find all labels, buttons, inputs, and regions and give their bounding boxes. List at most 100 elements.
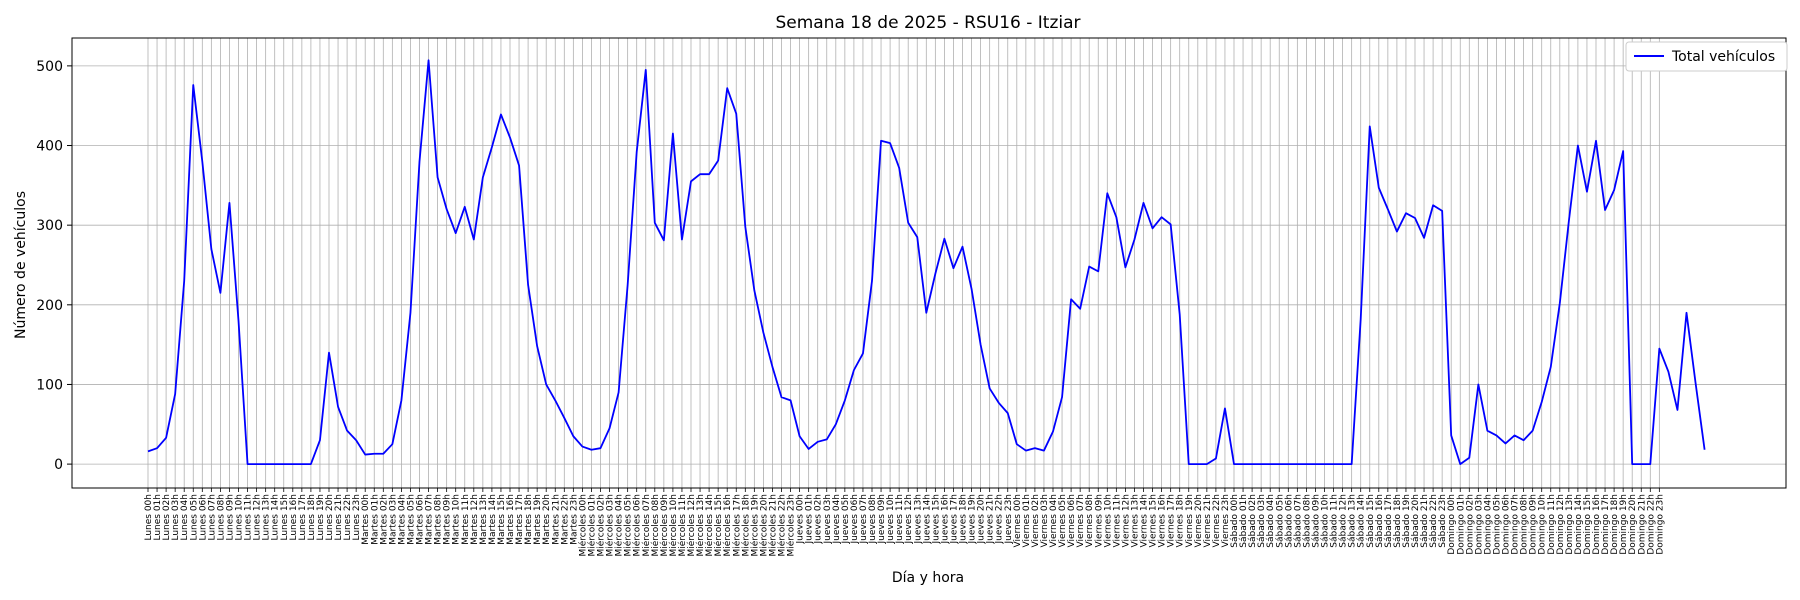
x-tick-label: Lunes 05h xyxy=(189,494,199,541)
x-tick-label: Domingo 06h xyxy=(1502,494,1512,555)
x-tick-label: Domingo 03h xyxy=(1474,494,1484,555)
x-tick-label: Miércoles 15h xyxy=(713,494,724,557)
y-tick-label: 300 xyxy=(36,218,63,234)
y-tick-label: 0 xyxy=(54,457,63,473)
x-tick-label: Martes 11h xyxy=(461,494,471,545)
x-tick-label: Domingo 19h xyxy=(1619,494,1629,555)
x-tick-label: Domingo 11h xyxy=(1547,494,1557,555)
x-tick-label: Jueves 03h xyxy=(823,494,833,544)
x-tick-label: Viernes 04h xyxy=(1049,494,1059,548)
x-tick-label: Miércoles 21h xyxy=(767,494,778,557)
x-tick-label: Sábado 13h xyxy=(1348,494,1358,548)
x-tick-label: Miércoles 14h xyxy=(704,494,715,557)
x-tick-label: Martes 03h xyxy=(388,494,398,545)
x-tick-label: Miércoles 10h xyxy=(668,494,679,557)
x-tick-label: Jueves 16h xyxy=(940,494,950,544)
x-tick-label: Lunes 14h xyxy=(271,494,281,541)
x-tick-label: Viernes 00h xyxy=(1013,494,1023,548)
x-tick-label: Lunes 22h xyxy=(343,494,353,541)
x-tick-label: Lunes 01h xyxy=(153,494,163,541)
x-tick-label: Jueves 09h xyxy=(877,494,887,544)
x-tick-label: Jueves 01h xyxy=(805,494,815,544)
x-tick-label: Martes 02h xyxy=(379,494,389,545)
x-tick-label: Lunes 08h xyxy=(216,494,226,541)
x-tick-label: Martes 08h xyxy=(434,494,444,545)
x-tick-label: Miércoles 09h xyxy=(659,494,670,557)
x-tick-label: Miércoles 23h xyxy=(786,494,797,557)
x-tick-label: Sábado 05h xyxy=(1275,494,1285,548)
x-tick-label: Viernes 19h xyxy=(1185,494,1195,548)
x-tick-label: Jueves 19h xyxy=(968,494,978,544)
x-tick-label: Sábado 09h xyxy=(1311,494,1321,548)
x-tick-label: Lunes 20h xyxy=(325,494,335,541)
x-tick-label: Viernes 07h xyxy=(1076,494,1086,548)
x-tick-label: Sábado 06h xyxy=(1284,494,1294,548)
x-tick-label: Martes 05h xyxy=(406,494,416,545)
x-tick-label: Martes 16h xyxy=(506,494,516,545)
x-tick-label: Viernes 05h xyxy=(1058,494,1068,548)
x-tick-label: Domingo 23h xyxy=(1655,494,1665,555)
x-tick-label: Miércoles 00h xyxy=(577,494,588,557)
x-tick-label: Jueves 20h xyxy=(977,494,987,544)
x-tick-label: Domingo 13h xyxy=(1565,494,1575,555)
x-tick-label: Sábado 15h xyxy=(1366,494,1376,548)
x-tick-label: Miércoles 08h xyxy=(650,494,661,557)
x-tick-label: Sábado 23h xyxy=(1438,494,1448,548)
x-tick-label: Lunes 02h xyxy=(162,494,172,541)
x-tick-label: Sábado 10h xyxy=(1321,494,1331,548)
x-tick-label: Martes 19h xyxy=(533,494,543,545)
x-tick-label: Jueves 05h xyxy=(841,494,851,544)
x-tick-label: Martes 18h xyxy=(524,494,534,545)
x-tick-label: Jueves 15h xyxy=(931,494,941,544)
x-tick-label: Martes 22h xyxy=(560,494,570,545)
x-tick-label: Martes 07h xyxy=(425,494,435,545)
x-tick-label: Lunes 23h xyxy=(352,494,362,541)
legend-label: Total vehículos xyxy=(1671,49,1775,65)
x-tick-label: Sábado 07h xyxy=(1293,494,1303,548)
x-tick-label: Sábado 12h xyxy=(1339,494,1349,548)
x-axis-ticks: Lunes 00h Lunes 01h Lunes 02h Lunes 03h Lune… xyxy=(144,488,1665,557)
x-tick-label: Viernes 20h xyxy=(1194,494,1204,548)
x-tick-label: Lunes 03h xyxy=(171,494,181,541)
legend: Total vehículos xyxy=(1625,41,1788,72)
x-tick-label: Domingo 16h xyxy=(1592,494,1602,555)
x-tick-label: Domingo 14h xyxy=(1574,494,1584,555)
x-tick-label: Martes 15h xyxy=(497,494,507,545)
x-tick-label: Lunes 13h xyxy=(262,494,272,541)
x-tick-label: Sábado 14h xyxy=(1357,494,1367,548)
x-tick-label: Viernes 11h xyxy=(1112,494,1122,548)
x-tick-label: Jueves 23h xyxy=(1004,494,1014,544)
x-tick-label: Domingo 05h xyxy=(1492,494,1502,555)
x-tick-label: Viernes 15h xyxy=(1149,494,1159,548)
x-tick-label: Viernes 16h xyxy=(1158,494,1168,548)
x-tick-label: Sábado 02h xyxy=(1248,494,1258,548)
chart-title: Semana 18 de 2025 - RSU16 - Itziar xyxy=(775,13,1080,33)
x-tick-label: Martes 00h xyxy=(361,494,371,545)
x-tick-label: Domingo 21h xyxy=(1637,494,1647,555)
x-tick-label: Miércoles 03h xyxy=(605,494,616,557)
x-tick-label: Viernes 23h xyxy=(1221,494,1231,548)
x-tick-label: Jueves 04h xyxy=(832,494,842,544)
x-tick-label: Miércoles 17h xyxy=(731,494,742,557)
x-tick-label: Domingo 04h xyxy=(1483,494,1493,555)
x-tick-label: Martes 23h xyxy=(569,494,579,545)
x-tick-label: Lunes 10h xyxy=(235,494,245,541)
x-tick-label: Sábado 21h xyxy=(1420,494,1430,548)
x-tick-label: Sábado 17h xyxy=(1384,494,1394,548)
y-axis-ticks: 0 100 200 300 400 500 xyxy=(36,59,72,473)
x-tick-label: Lunes 16h xyxy=(289,494,299,541)
x-axis-label: Día y hora xyxy=(892,570,964,586)
x-tick-label: Viernes 06h xyxy=(1067,494,1077,548)
x-tick-label: Jueves 08h xyxy=(868,494,878,544)
x-tick-label: Jueves 10h xyxy=(886,494,896,544)
x-tick-label: Sábado 08h xyxy=(1302,494,1312,548)
y-tick-label: 500 xyxy=(36,59,63,75)
x-tick-label: Martes 14h xyxy=(488,494,498,545)
x-tick-label: Martes 09h xyxy=(443,494,453,545)
x-tick-label: Domingo 10h xyxy=(1538,494,1548,555)
x-tick-label: Domingo 08h xyxy=(1520,494,1530,555)
x-tick-label: Domingo 12h xyxy=(1556,494,1566,555)
x-tick-label: Jueves 07h xyxy=(859,494,869,544)
x-tick-label: Sábado 18h xyxy=(1393,494,1403,548)
